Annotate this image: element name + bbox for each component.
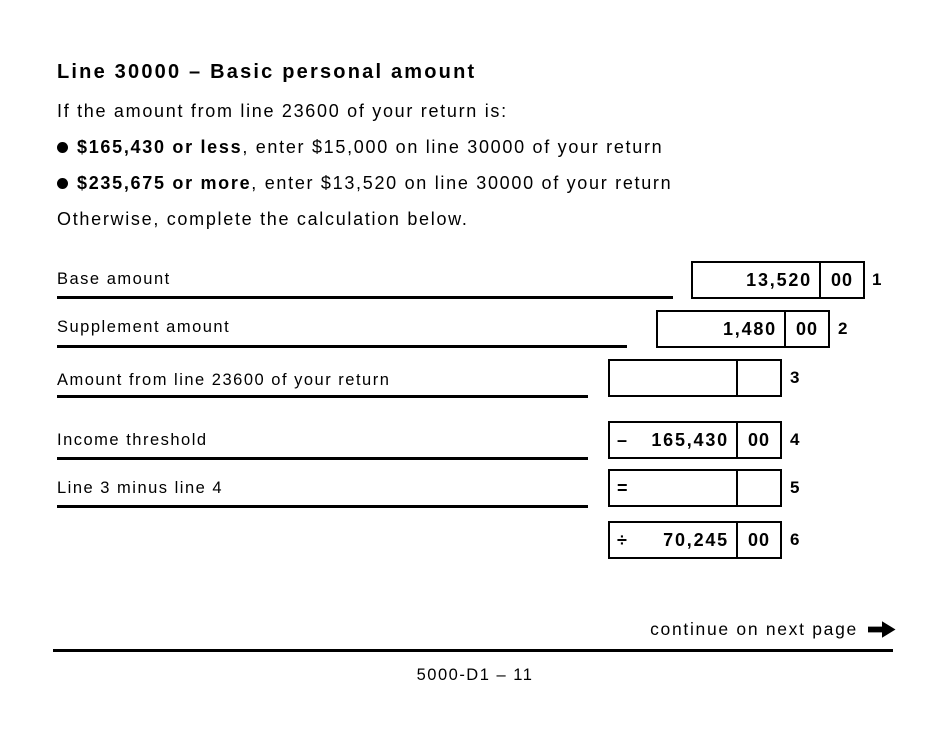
intro-text: If the amount from line 23600 of your re… — [57, 101, 508, 121]
dollars-value: 165,430 — [651, 429, 729, 450]
amount-box-line-5: = — [608, 469, 782, 507]
bullet-text: $165,430 or less, enter $15,000 on line … — [77, 137, 663, 158]
bullet-instruction: , enter $13,520 on line 30000 of your re… — [251, 173, 673, 193]
label-underline — [57, 505, 588, 508]
line-number: 1 — [872, 270, 882, 289]
continue-on-next-page: continue on next page — [650, 619, 896, 640]
cents-cell: 00 — [819, 263, 863, 297]
row-label-base-amount: Base amount — [57, 270, 171, 288]
dollars-value: 70,245 — [663, 529, 729, 550]
label-underline — [57, 395, 588, 398]
right-arrow-icon — [868, 621, 896, 638]
bullet-item-more: $235,675 or more, enter $13,520 on line … — [57, 173, 672, 194]
dollars-cell: = — [610, 471, 736, 505]
dollars-cell: 13,520 — [693, 263, 819, 297]
dollars-value: 13,520 — [746, 269, 812, 290]
row-label-supplement-amount: Supplement amount — [57, 318, 231, 336]
bullet-icon — [57, 142, 68, 153]
row-label-income-threshold: Income threshold — [57, 431, 208, 449]
line-number: 6 — [790, 530, 800, 549]
dollars-cell: – 165,430 — [610, 423, 736, 457]
otherwise-text: Otherwise, complete the calculation belo… — [57, 209, 469, 229]
line-number: 5 — [790, 478, 800, 497]
cents-cell — [736, 471, 780, 505]
bullet-item-less: $165,430 or less, enter $15,000 on line … — [57, 137, 663, 158]
line-number: 2 — [838, 319, 848, 338]
continue-label: continue on next page — [650, 619, 858, 639]
dollars-cell: ÷ 70,245 — [610, 523, 736, 557]
divide-operator: ÷ — [617, 529, 629, 550]
dollars-value: 1,480 — [722, 318, 777, 339]
page-number: 5000-D1 – 11 — [416, 666, 534, 684]
page-title: Line 30000 – Basic personal amount — [57, 61, 477, 83]
cents-cell: 00 — [736, 423, 780, 457]
dollars-cell — [610, 361, 736, 395]
bullet-icon — [57, 178, 68, 189]
cents-cell: 00 — [784, 312, 828, 346]
cents-cell: 00 — [736, 523, 780, 557]
equals-operator: = — [617, 477, 630, 498]
cents-cell — [736, 361, 780, 395]
amount-box-line-2: 1,480 00 — [656, 310, 830, 348]
amount-box-line-1: 13,520 00 — [691, 261, 865, 299]
footer-divider — [53, 649, 893, 652]
line-number: 3 — [790, 368, 800, 387]
minus-operator: – — [617, 429, 629, 450]
amount-box-line-3 — [608, 359, 782, 397]
row-label-line-23600: Amount from line 23600 of your return — [57, 371, 391, 389]
bullet-text: $235,675 or more, enter $13,520 on line … — [77, 173, 672, 194]
amount-box-line-4: – 165,430 00 — [608, 421, 782, 459]
row-label-line3-minus-line4: Line 3 minus line 4 — [57, 479, 224, 497]
label-underline — [57, 457, 588, 460]
amount-box-line-6: ÷ 70,245 00 — [608, 521, 782, 559]
line-number: 4 — [790, 430, 800, 449]
bullet-threshold: $235,675 or more — [77, 173, 252, 193]
label-underline — [57, 345, 627, 348]
label-underline — [57, 296, 673, 299]
dollars-cell: 1,480 — [658, 312, 784, 346]
bullet-instruction: , enter $15,000 on line 30000 of your re… — [242, 137, 664, 157]
bullet-threshold: $165,430 or less — [77, 137, 243, 157]
